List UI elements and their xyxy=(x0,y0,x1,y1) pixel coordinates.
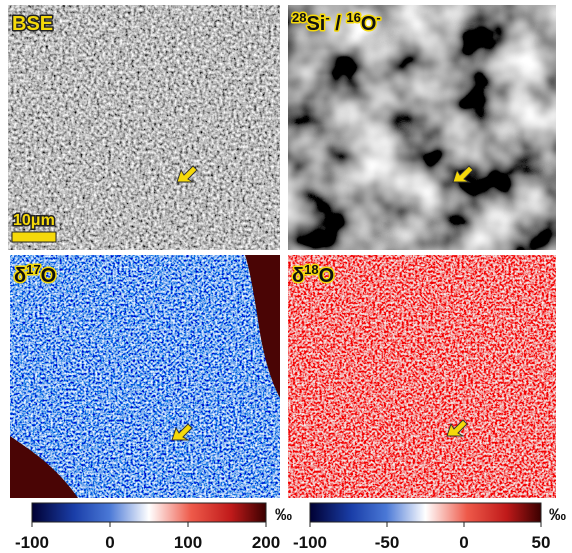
label-part: 18 xyxy=(304,262,318,277)
colorbar xyxy=(310,503,541,522)
tick-label: -100 xyxy=(293,533,327,552)
label-part: O xyxy=(41,265,57,287)
label-part: 17 xyxy=(26,262,40,277)
tick-label: 200 xyxy=(252,533,280,552)
panel-d17o xyxy=(10,255,280,498)
unit: ‰ xyxy=(549,505,566,524)
label-part: O xyxy=(361,13,377,35)
tick-label: 0 xyxy=(105,533,114,552)
scale-bar xyxy=(12,232,56,242)
label-part: O xyxy=(319,265,335,287)
figure: 10μm BSE28Si- / 16O-δ17Oδ18O -1000100200… xyxy=(0,0,572,553)
label-part: - xyxy=(376,10,380,25)
scale-label: 10μm xyxy=(13,212,55,229)
panel-bse: 10μm xyxy=(8,5,280,250)
tick-label: -100 xyxy=(15,533,49,552)
label-part: Si xyxy=(306,13,325,35)
label-part: 28 xyxy=(292,10,306,25)
colorbar xyxy=(32,503,266,522)
label-part: BSE xyxy=(12,13,53,35)
label-part: δ xyxy=(292,265,304,287)
tick-label: -50 xyxy=(375,533,400,552)
label-part: δ xyxy=(14,265,26,287)
panel-d18o xyxy=(288,255,556,498)
tick-label: 0 xyxy=(459,533,468,552)
panel-label: BSE xyxy=(12,13,53,35)
panel-si-o xyxy=(288,5,556,250)
tick-label: 100 xyxy=(174,533,202,552)
unit: ‰ xyxy=(275,505,292,524)
label-part: 16 xyxy=(346,10,360,25)
tick-label: 50 xyxy=(532,533,551,552)
label-part: / xyxy=(330,13,347,35)
